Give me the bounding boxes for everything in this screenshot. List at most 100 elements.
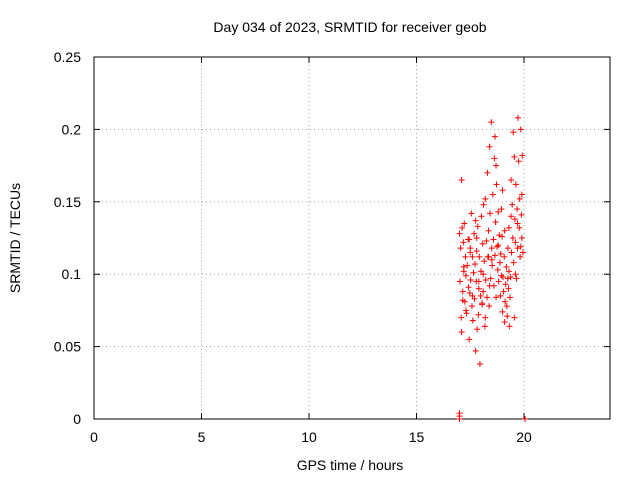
axis-ticks	[93, 56, 610, 420]
plot-frame	[93, 56, 611, 420]
data-point	[458, 314, 465, 321]
data-point	[458, 177, 465, 184]
data-point	[514, 220, 521, 227]
data-point	[484, 169, 491, 176]
data-point	[482, 314, 489, 321]
data-point	[461, 220, 468, 227]
data-point	[460, 239, 467, 246]
data-point	[513, 275, 520, 282]
data-point	[486, 282, 493, 289]
data-point	[468, 303, 475, 310]
data-point	[456, 278, 463, 285]
data-point	[522, 416, 529, 422]
y-tick-label: 0.2	[62, 121, 82, 137]
data-point	[517, 253, 524, 260]
data-point	[499, 233, 506, 240]
data-point	[510, 129, 517, 136]
data-point	[518, 235, 525, 241]
data-point	[508, 213, 515, 220]
data-point	[492, 219, 499, 226]
data-point	[469, 253, 476, 260]
data-point	[475, 278, 482, 285]
data-point	[462, 272, 469, 279]
data-point	[472, 217, 479, 224]
data-point	[481, 258, 488, 265]
data-point	[456, 410, 463, 417]
data-point	[486, 303, 493, 310]
data-point	[504, 245, 511, 252]
data-point	[504, 275, 511, 282]
data-point	[462, 307, 469, 314]
data-point	[474, 326, 481, 333]
data-point	[463, 310, 470, 317]
data-point	[474, 223, 481, 230]
data-point	[469, 292, 476, 299]
data-point	[480, 288, 487, 295]
data-point	[477, 292, 484, 299]
x-tick-label: 15	[409, 429, 425, 445]
data-point	[499, 308, 506, 315]
data-point	[503, 303, 510, 310]
data-point	[499, 274, 506, 281]
data-point	[506, 323, 513, 330]
data-point	[514, 206, 521, 213]
data-point	[494, 266, 501, 273]
data-point	[472, 347, 479, 354]
data-point	[459, 297, 466, 304]
data-point	[480, 201, 487, 208]
data-point	[493, 162, 500, 169]
data-point	[512, 181, 519, 188]
data-point	[482, 276, 489, 283]
data-point	[496, 259, 503, 266]
data-point	[473, 248, 480, 255]
data-point	[510, 259, 517, 266]
data-point	[459, 224, 466, 231]
data-point	[501, 318, 508, 325]
x-tick-label: 5	[198, 429, 206, 445]
data-point	[497, 292, 504, 299]
y-axis-title: SRMTID / TECUs	[7, 183, 23, 293]
data-point	[484, 294, 491, 301]
data-point	[482, 195, 489, 202]
data-point	[505, 285, 512, 292]
data-point	[515, 158, 522, 165]
data-point	[514, 114, 521, 121]
data-point	[483, 237, 490, 244]
data-point	[516, 195, 523, 202]
data-point	[511, 314, 518, 321]
data-point	[462, 253, 469, 260]
data-point	[485, 227, 492, 234]
y-tick-label: 0	[73, 411, 81, 427]
data-point	[490, 236, 497, 243]
x-tick-label: 20	[516, 429, 532, 445]
y-tick-label: 0.05	[54, 339, 81, 355]
data-point	[489, 262, 496, 269]
data-point	[501, 227, 508, 234]
data-point	[501, 253, 508, 260]
data-point	[468, 210, 475, 217]
data-point	[466, 236, 473, 243]
data-point	[481, 323, 488, 330]
data-point	[519, 152, 526, 159]
data-point	[476, 360, 483, 367]
data-point	[508, 177, 515, 184]
data-point	[459, 288, 466, 295]
data-point	[475, 285, 482, 292]
data-point	[505, 268, 512, 275]
data-point	[516, 224, 523, 231]
y-tick-label: 0.1	[62, 266, 82, 282]
data-point	[470, 269, 477, 276]
data-point	[496, 232, 503, 239]
data-point	[469, 317, 476, 324]
data-point	[519, 249, 526, 256]
data-point	[487, 275, 494, 282]
data-point	[511, 153, 518, 160]
data-point	[457, 245, 464, 252]
data-point	[494, 243, 501, 250]
data-point	[507, 274, 514, 281]
data-point	[487, 210, 494, 217]
data-point	[497, 250, 504, 257]
data-point	[476, 253, 483, 260]
data-point	[479, 300, 486, 307]
